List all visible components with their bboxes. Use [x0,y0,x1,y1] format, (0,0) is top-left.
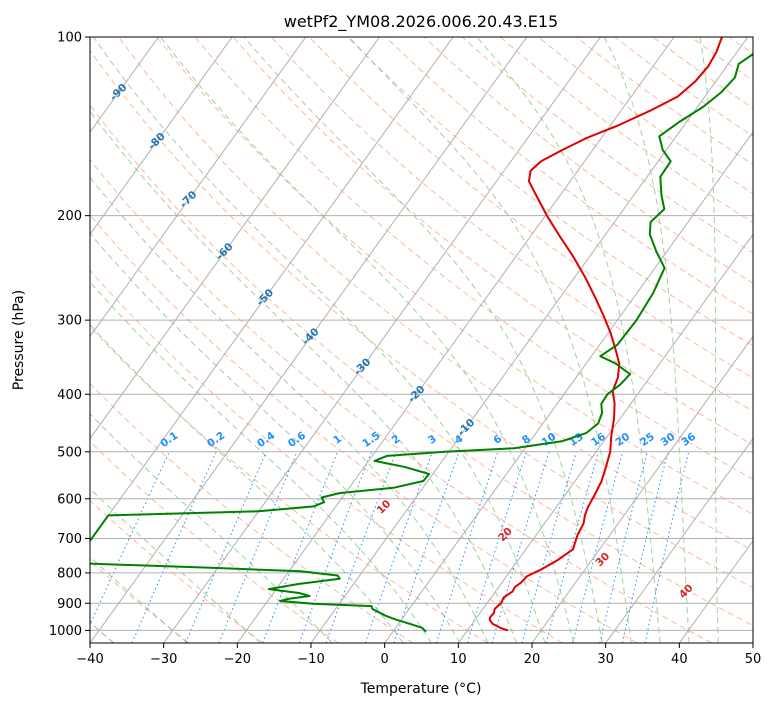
x-tick-label: −20 [224,652,251,667]
isotherm-line [90,37,528,643]
isotherm-line [90,37,380,440]
dry-adiabat [90,104,753,627]
mixing-ratio-line [545,451,599,643]
dry-adiabat [270,37,753,412]
isotherm-line [90,37,233,236]
isotherm-line [236,37,675,643]
y-axis: 100 200 300 400 500 600 700 800 900 1000 [49,31,90,639]
dry-adiabat [385,37,753,315]
y-tick-label: 900 [57,597,82,612]
grid-lines [90,37,753,643]
mixing-ratio-line [435,451,499,643]
x-tick-label: 0 [381,652,389,667]
y-tick-label: 800 [57,566,82,581]
moist-adiabat [603,37,690,643]
mixing-ratio-line [298,451,372,643]
moist-adiabat [243,37,603,643]
dry-adiabat [423,37,753,284]
dry-adiabat [90,159,712,643]
x-tick-label: 50 [745,652,762,667]
temperature-line [488,37,723,632]
isotherm-line [678,539,753,643]
y-tick-label: 600 [57,492,82,507]
isotherm-line [605,437,753,643]
x-tick-label: −40 [76,652,103,667]
moist-adiabat [90,110,517,643]
x-axis-title: Temperature (°C) [360,681,482,697]
moist-adiabat [90,281,432,643]
moist-adiabat [90,488,261,643]
y-axis-title: Pressure (hPa) [11,290,27,390]
mixing-ratio-line [521,451,577,643]
dry-adiabat [90,269,563,643]
y-tick-label: 100 [57,31,82,46]
sounding-lines [90,37,753,633]
x-tick-label: −30 [150,652,177,667]
plot-frame [89,36,754,644]
y-tick-label: 300 [57,314,82,329]
x-tick-label: 20 [524,652,541,667]
isotherm-line [90,37,454,542]
x-tick-label: −10 [297,652,324,667]
y-tick-label: 1000 [49,624,82,639]
mixing-ratio-line [262,451,339,643]
isotherm-line [384,131,753,643]
dry-adiabat [194,37,753,480]
chart-title: wetPf2_YM08.2026.006.20.43.E15 [284,12,558,32]
y-tick-label: 500 [57,445,82,460]
moist-adiabat [160,37,575,643]
dry-adiabat [90,49,753,589]
mixing-ratio-line [393,451,460,643]
isotherm-line [310,37,749,643]
y-tick-label: 400 [57,388,82,403]
isotherm-line [90,37,307,338]
dry-adiabat [90,325,488,643]
moist-adiabat [476,37,661,643]
y-tick-label: 200 [57,209,82,224]
isotherm-line [457,233,753,643]
dewpoint-line [90,52,753,633]
x-tick-label: 10 [450,652,467,667]
isotherm-line [163,37,601,643]
x-tick-label: 30 [597,652,614,667]
moist-adiabat [699,37,719,643]
moist-adiabat [90,556,188,643]
isotherm-line [531,335,753,643]
x-tick-label: 40 [671,652,688,667]
moist-adiabat [93,37,546,643]
moist-adiabat [348,37,632,643]
dry-adiabat [156,37,753,516]
moist-adiabat [90,232,461,643]
moist-adiabat [90,323,404,643]
x-axis: −40 −30 −20 −10 0 10 20 30 40 50 [76,643,761,667]
mixing-ratio-line [467,451,527,643]
y-tick-label: 700 [57,532,82,547]
dry-adiabat [232,37,753,446]
